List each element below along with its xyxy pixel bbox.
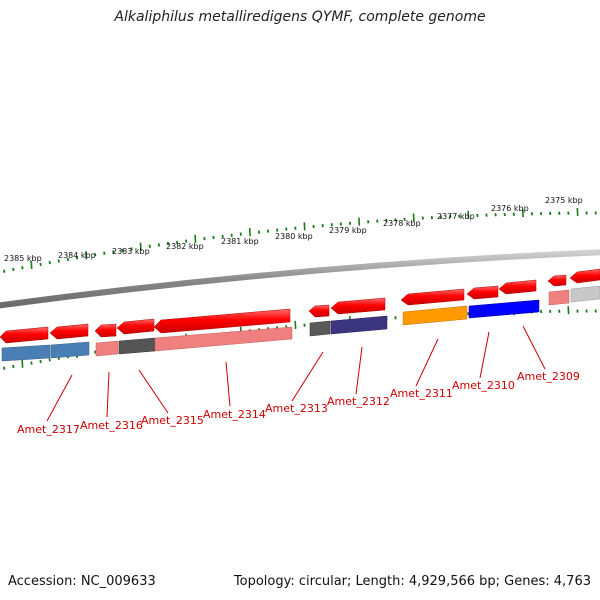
upper-ruler-ticks	[3, 208, 597, 273]
gene-label-amet-2311[interactable]: Amet_2311	[390, 387, 453, 400]
gene-arrow[interactable]	[94, 323, 117, 338]
lower-ruler-ticks	[3, 306, 597, 370]
gene-arrow[interactable]	[116, 318, 155, 335]
topology-text: Topology: circular; Length: 4,929,566 bp…	[233, 574, 591, 589]
gene-label-amet-2315[interactable]: Amet_2315	[141, 414, 204, 427]
gene-arrow[interactable]	[330, 297, 386, 315]
feature-block[interactable]	[548, 289, 570, 306]
feature-block[interactable]	[154, 326, 293, 352]
leader-line	[138, 369, 169, 414]
leader-line	[479, 331, 490, 379]
ruler-label-2379: 2379 kbp	[329, 226, 367, 235]
feature-block[interactable]	[468, 299, 540, 319]
leader-line	[291, 351, 324, 402]
gene-arrow[interactable]	[569, 268, 600, 284]
gene-label-amet-2316[interactable]: Amet_2316	[80, 419, 143, 432]
ruler-label-2381: 2381 kbp	[221, 237, 259, 246]
gene-label-amet-2317[interactable]: Amet_2317	[17, 423, 80, 436]
leader-line	[415, 338, 439, 387]
leader-line	[225, 361, 231, 407]
feature-block[interactable]	[95, 340, 119, 357]
leader-line	[522, 325, 546, 370]
gene-leader-lines	[46, 325, 546, 422]
gene-arrow[interactable]	[466, 285, 499, 300]
gene-arrow[interactable]	[308, 304, 330, 318]
gene-arrow[interactable]	[547, 274, 567, 287]
feature-block[interactable]	[1, 344, 51, 362]
gene-label-amet-2312[interactable]: Amet_2312	[327, 395, 390, 408]
ruler-label-2378: 2378 kbp	[383, 219, 421, 228]
ruler-label-2375: 2375 kbp	[545, 196, 583, 205]
ruler-label-2385: 2385 kbp	[4, 254, 42, 263]
gene-label-amet-2310[interactable]: Amet_2310	[452, 379, 515, 392]
ruler-label-2377: 2377 kbp	[437, 212, 475, 221]
feature-block[interactable]	[50, 341, 90, 359]
leader-line	[355, 346, 363, 395]
ruler-label-2384: 2384 kbp	[58, 251, 96, 260]
gene-label-amet-2313[interactable]: Amet_2313	[265, 402, 328, 415]
gene-arrow[interactable]	[400, 288, 465, 306]
feature-block[interactable]	[330, 315, 388, 335]
figure-title: Alkaliphilus metalliredigens QYMF, compl…	[114, 9, 486, 25]
gene-label-amet-2314[interactable]: Amet_2314	[203, 408, 266, 421]
gene-feature-blocks	[1, 285, 600, 362]
gene-arrow[interactable]	[49, 323, 89, 340]
gene-arrow[interactable]	[153, 308, 291, 334]
feature-block[interactable]	[570, 285, 600, 303]
ruler-label-2376: 2376 kbp	[491, 204, 529, 213]
ruler-label-2383: 2383 kbp	[112, 247, 150, 256]
ruler-label-2380: 2380 kbp	[275, 232, 313, 241]
ruler-label-2382: 2382 kbp	[166, 242, 204, 251]
gene-arrows-red	[0, 268, 600, 344]
feature-block[interactable]	[309, 320, 331, 337]
gene-arrow[interactable]	[498, 279, 537, 295]
feature-block[interactable]	[118, 337, 156, 355]
accession-text: Accession: NC_009633	[8, 574, 156, 589]
leader-line	[106, 371, 110, 418]
genome-backbone	[0, 249, 600, 309]
gene-label-amet-2309[interactable]: Amet_2309	[517, 370, 580, 383]
feature-block[interactable]	[402, 305, 468, 326]
leader-line	[46, 374, 73, 422]
gene-arrow[interactable]	[0, 326, 49, 344]
